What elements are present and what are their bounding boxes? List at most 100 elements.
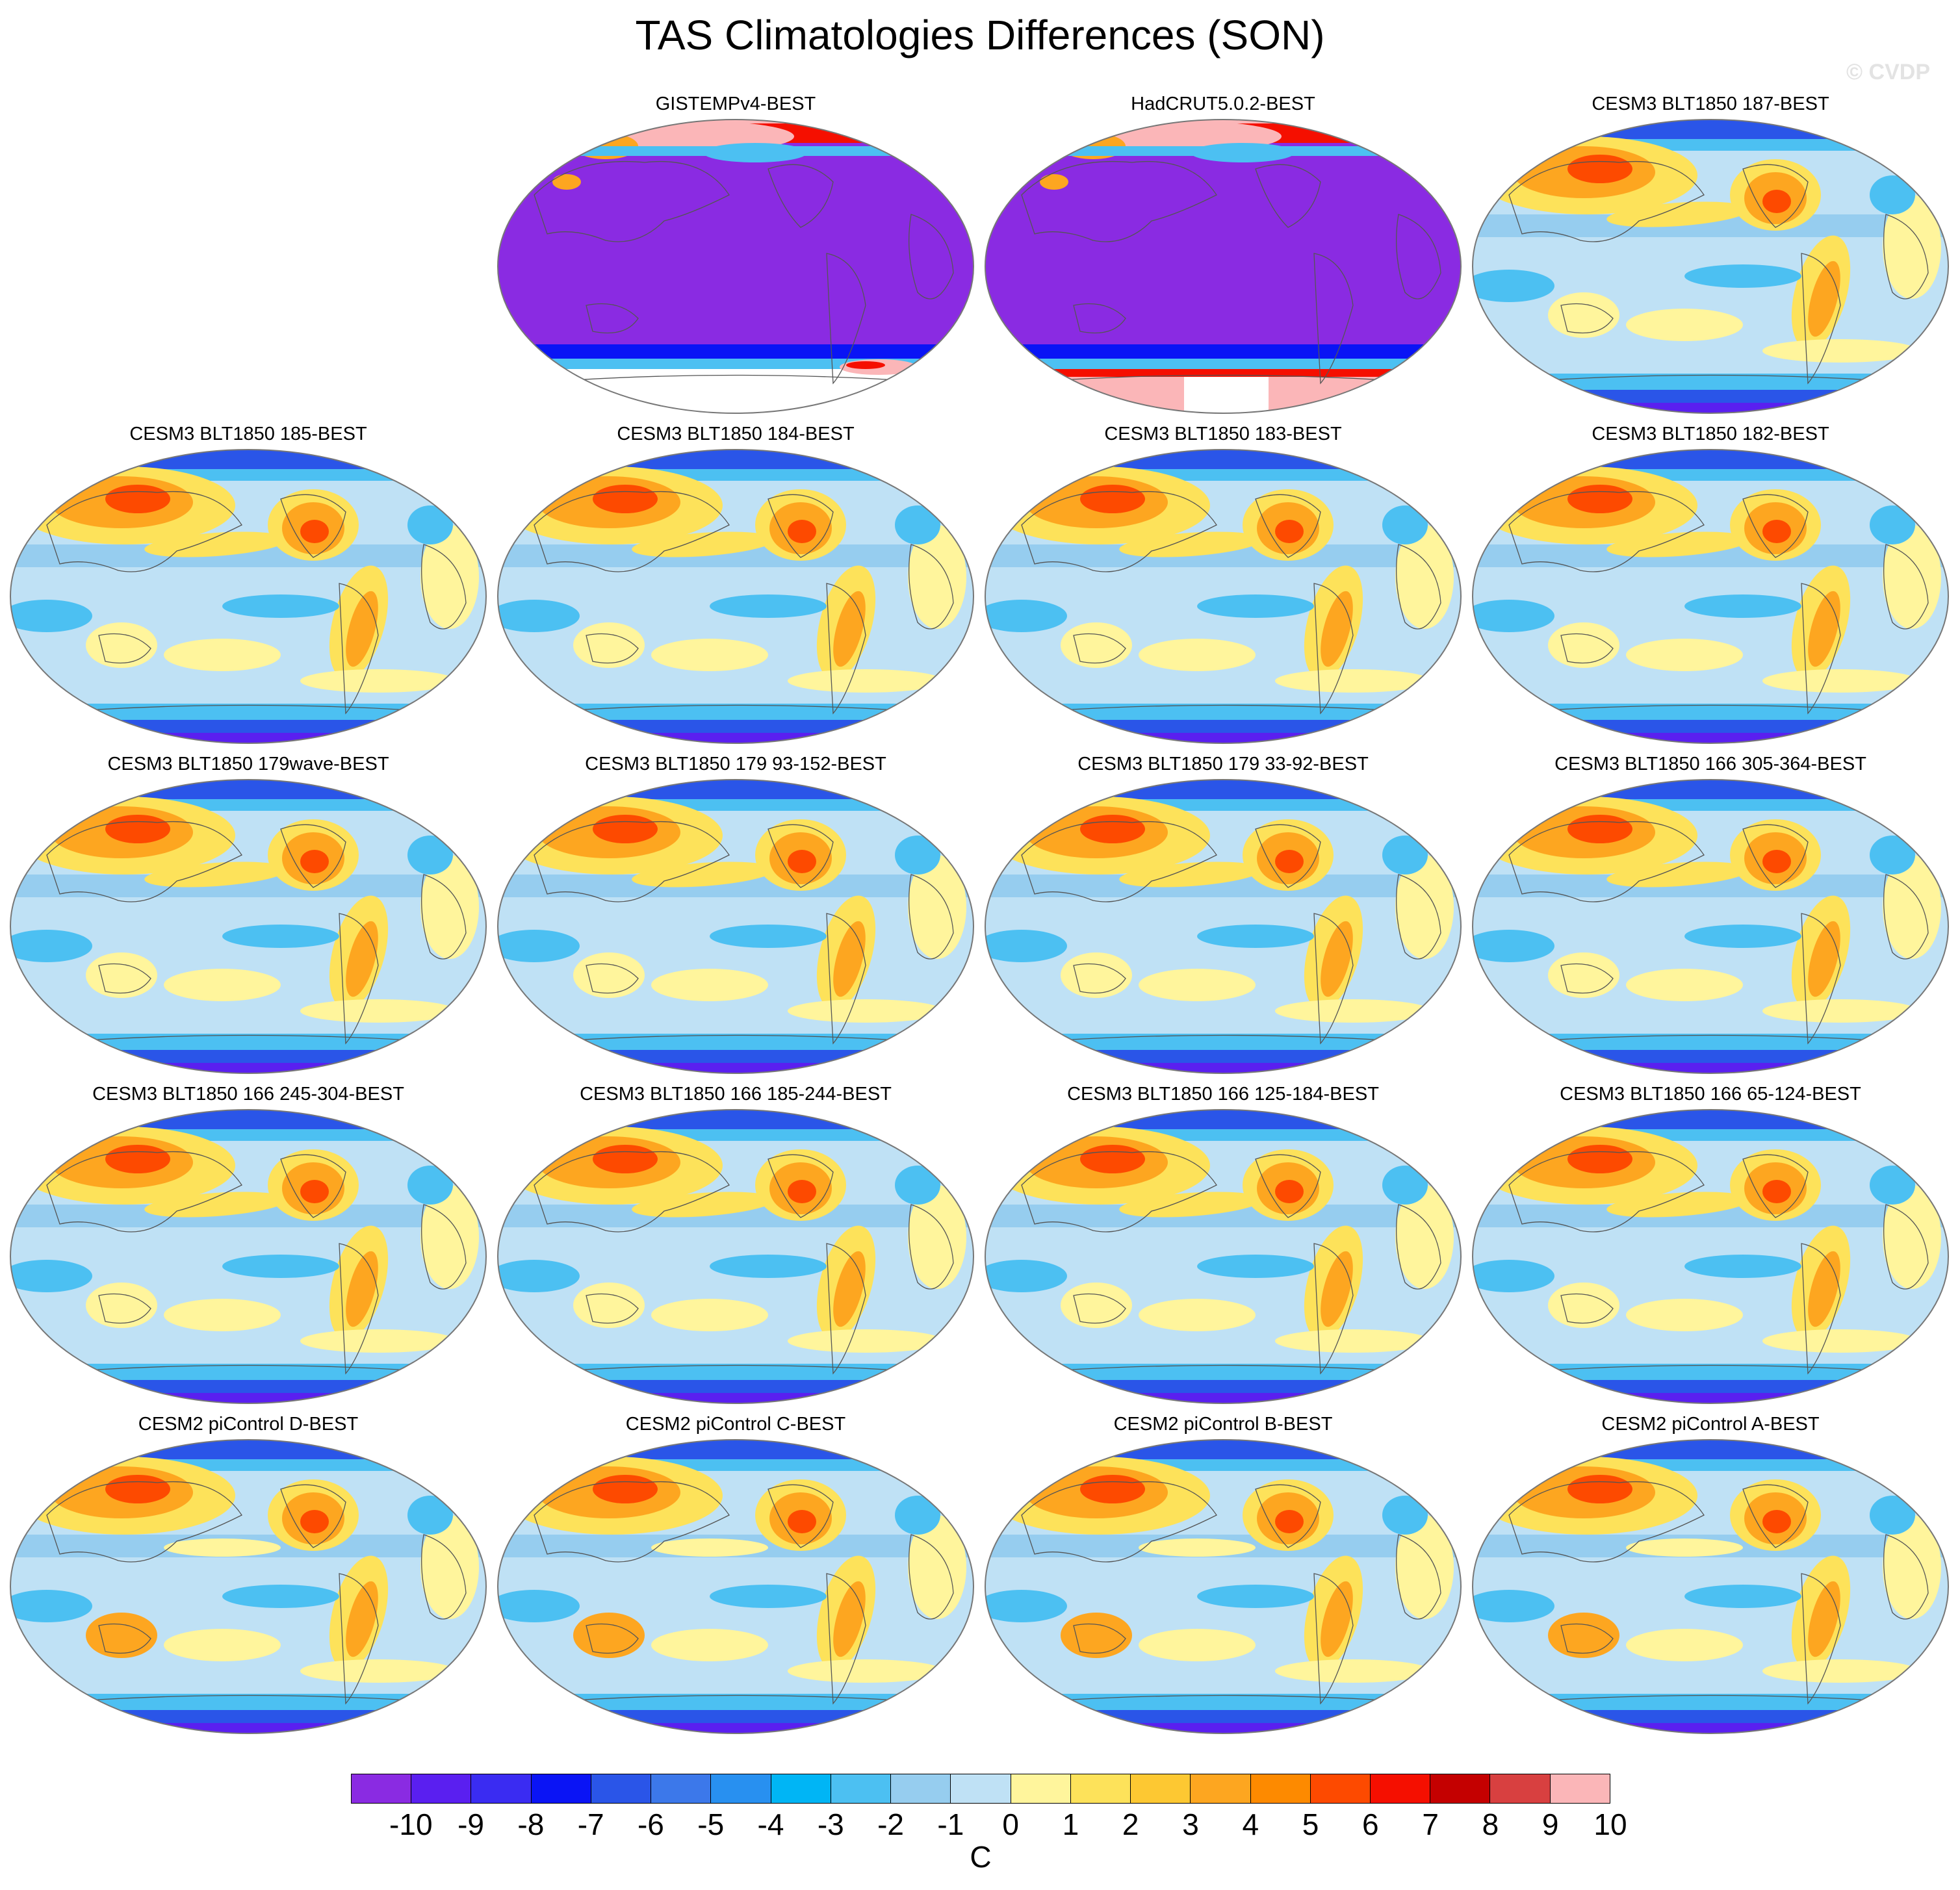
panel-title: CESM3 BLT1850 179wave-BEST — [107, 754, 389, 774]
map-panel: CESM3 BLT1850 166 245-304-BEST — [8, 1082, 489, 1407]
map-field — [985, 120, 1461, 413]
map-field — [985, 1110, 1461, 1403]
map-panel: CESM3 BLT1850 184-BEST — [495, 422, 976, 747]
colorbar-swatch — [531, 1774, 591, 1803]
map-frame — [1472, 1109, 1949, 1404]
colorbar-tick-label: -6 — [637, 1807, 664, 1841]
map-field — [10, 780, 486, 1073]
colorbar-tick-label: 3 — [1182, 1807, 1199, 1841]
map-frame — [985, 119, 1462, 414]
colorbar-tick-label: 10 — [1593, 1807, 1627, 1841]
map-panel: GISTEMPv4-BEST — [495, 92, 976, 417]
map-panel: CESM2 piControl C-BEST — [495, 1412, 976, 1737]
colorbar-tick-label: 8 — [1482, 1807, 1499, 1841]
panel-title: CESM3 BLT1850 179 93-152-BEST — [585, 754, 886, 774]
world-map — [1472, 779, 1949, 1074]
colorbar-swatch — [891, 1774, 951, 1803]
map-frame — [10, 779, 487, 1074]
colorbar-tick-label: 0 — [1002, 1807, 1019, 1841]
panel-title: CESM3 BLT1850 166 245-304-BEST — [92, 1084, 404, 1105]
colorbar-tick-label: -1 — [937, 1807, 964, 1841]
world-map — [985, 119, 1462, 414]
world-map — [10, 1439, 487, 1734]
map-panel: CESM2 piControl B-BEST — [983, 1412, 1464, 1737]
world-map — [497, 449, 974, 744]
panel-title: CESM3 BLT1850 166 65-124-BEST — [1560, 1084, 1861, 1105]
map-field — [498, 450, 974, 743]
colorbar-tick-label: 2 — [1122, 1807, 1139, 1841]
colorbar-swatch — [411, 1774, 472, 1803]
colorbar-swatch — [831, 1774, 892, 1803]
map-panel: CESM3 BLT1850 179 93-152-BEST — [495, 752, 976, 1077]
figure-title: TAS Climatologies Differences (SON) — [635, 12, 1325, 58]
colorbar-tick-label: -5 — [697, 1807, 725, 1841]
panel-title: CESM3 BLT1850 166 125-184-BEST — [1067, 1084, 1379, 1105]
panel-title: CESM3 BLT1850 166 185-244-BEST — [580, 1084, 892, 1105]
panel-title: CESM3 BLT1850 187-BEST — [1592, 94, 1829, 114]
map-frame — [497, 779, 974, 1074]
colorbar-swatch — [1131, 1774, 1191, 1803]
colorbar-swatch — [951, 1774, 1011, 1803]
colorbar-tick-label: -8 — [517, 1807, 545, 1841]
map-frame — [985, 1109, 1462, 1404]
colorbar-swatch — [1191, 1774, 1251, 1803]
colorbar-swatch — [471, 1774, 532, 1803]
world-map — [985, 779, 1462, 1074]
panel-title: CESM3 BLT1850 182-BEST — [1592, 424, 1829, 444]
panel-title: GISTEMPv4-BEST — [655, 94, 816, 114]
map-frame — [985, 449, 1462, 744]
colorbar-tick-label: 5 — [1302, 1807, 1319, 1841]
map-frame — [985, 779, 1462, 1074]
colorbar-tick-label: -10 — [389, 1807, 433, 1841]
world-map — [985, 449, 1462, 744]
map-field — [1473, 1110, 1948, 1403]
colorbar — [351, 1774, 1610, 1804]
map-field — [985, 780, 1461, 1073]
map-frame — [497, 1439, 974, 1734]
map-frame — [497, 119, 974, 414]
world-map — [10, 1109, 487, 1404]
map-frame — [1472, 449, 1949, 744]
panel-title: CESM3 BLT1850 183-BEST — [1104, 424, 1342, 444]
map-field — [1473, 1440, 1948, 1733]
map-panel: CESM3 BLT1850 166 65-124-BEST — [1470, 1082, 1951, 1407]
panel-title: CESM3 BLT1850 185-BEST — [129, 424, 367, 444]
map-frame — [10, 449, 487, 744]
colorbar-tick-label: 9 — [1541, 1807, 1559, 1841]
colorbar-tick-label: 7 — [1422, 1807, 1439, 1841]
map-panel: CESM3 BLT1850 182-BEST — [1470, 422, 1951, 747]
map-field — [498, 1440, 974, 1733]
colorbar-swatch — [1310, 1774, 1371, 1803]
map-panel: CESM3 BLT1850 183-BEST — [983, 422, 1464, 747]
colorbar-tick-label: -7 — [577, 1807, 604, 1841]
world-map — [1472, 119, 1949, 414]
colorbar-swatch — [1250, 1774, 1311, 1803]
map-field — [985, 1440, 1461, 1733]
map-field — [10, 1110, 486, 1403]
map-panel: CESM3 BLT1850 179wave-BEST — [8, 752, 489, 1077]
map-frame — [1472, 779, 1949, 1074]
colorbar-swatch — [1550, 1774, 1610, 1803]
world-map — [10, 779, 487, 1074]
colorbar-swatch — [1490, 1774, 1551, 1803]
colorbar-swatch — [651, 1774, 712, 1803]
map-panel: CESM3 BLT1850 179 33-92-BEST — [983, 752, 1464, 1077]
map-frame — [10, 1109, 487, 1404]
colorbar-units: C — [970, 1840, 992, 1874]
world-map — [497, 119, 974, 414]
watermark: © CVDP — [1846, 60, 1930, 84]
colorbar-swatch — [591, 1774, 652, 1803]
colorbar-tick-label: 4 — [1242, 1807, 1259, 1841]
world-map — [10, 449, 487, 744]
map-field — [10, 1440, 486, 1733]
panel-title: CESM2 piControl A-BEST — [1601, 1414, 1820, 1435]
panel-title: CESM3 BLT1850 179 33-92-BEST — [1077, 754, 1369, 774]
colorbar-swatch — [1011, 1774, 1071, 1803]
colorbar-swatch — [1370, 1774, 1431, 1803]
colorbar-swatch — [771, 1774, 831, 1803]
map-panel: CESM3 BLT1850 166 125-184-BEST — [983, 1082, 1464, 1407]
world-map — [1472, 1439, 1949, 1734]
map-frame — [985, 1439, 1462, 1734]
colorbar-tick-label: -4 — [757, 1807, 784, 1841]
colorbar-tick-label: -2 — [877, 1807, 905, 1841]
